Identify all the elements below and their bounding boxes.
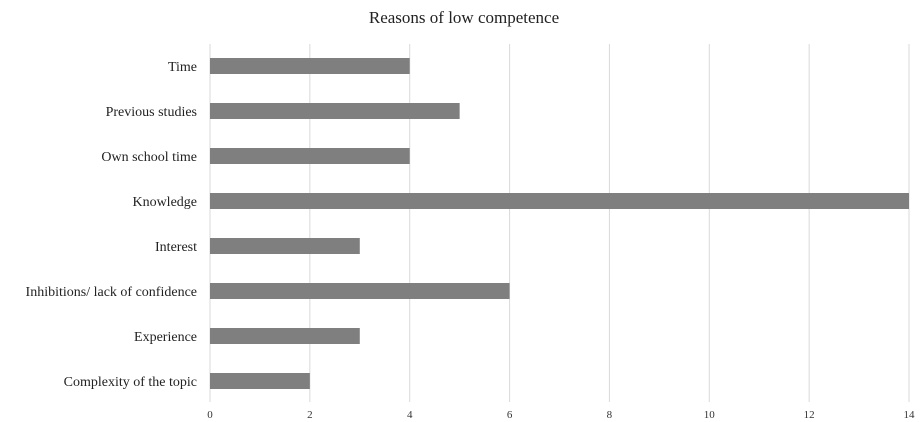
bar xyxy=(210,58,410,74)
x-tick-label: 14 xyxy=(904,409,916,421)
bar xyxy=(210,103,460,119)
category-label: Experience xyxy=(134,330,197,345)
bar xyxy=(210,373,310,389)
category-label: Own school time xyxy=(101,150,197,165)
category-label: Knowledge xyxy=(132,195,197,210)
x-tick-label: 12 xyxy=(804,409,815,421)
grid-lines xyxy=(209,44,910,402)
chart-title: Reasons of low competence xyxy=(369,8,559,27)
bar xyxy=(210,328,360,344)
bar xyxy=(210,283,510,299)
x-tick-label: 0 xyxy=(207,409,213,421)
bar xyxy=(210,238,360,254)
category-label: Previous studies xyxy=(106,105,197,120)
x-tick-label: 6 xyxy=(507,409,513,421)
category-label: Interest xyxy=(155,240,197,255)
category-label: Complexity of the topic xyxy=(64,375,197,390)
x-tick-label: 10 xyxy=(704,409,716,421)
bar xyxy=(210,193,909,209)
category-label: Time xyxy=(168,60,197,75)
bars xyxy=(210,58,909,389)
x-axis-tick-labels: 0 2 4 6 8 10 12 14 xyxy=(207,409,915,421)
x-tick-label: 8 xyxy=(607,409,613,421)
bar xyxy=(210,148,410,164)
x-tick-label: 4 xyxy=(407,409,413,421)
category-label: Inhibitions/ lack of confidence xyxy=(26,285,197,300)
category-labels: Time Previous studies Own school time Knowl… xyxy=(26,60,198,390)
x-tick-label: 2 xyxy=(307,409,313,421)
